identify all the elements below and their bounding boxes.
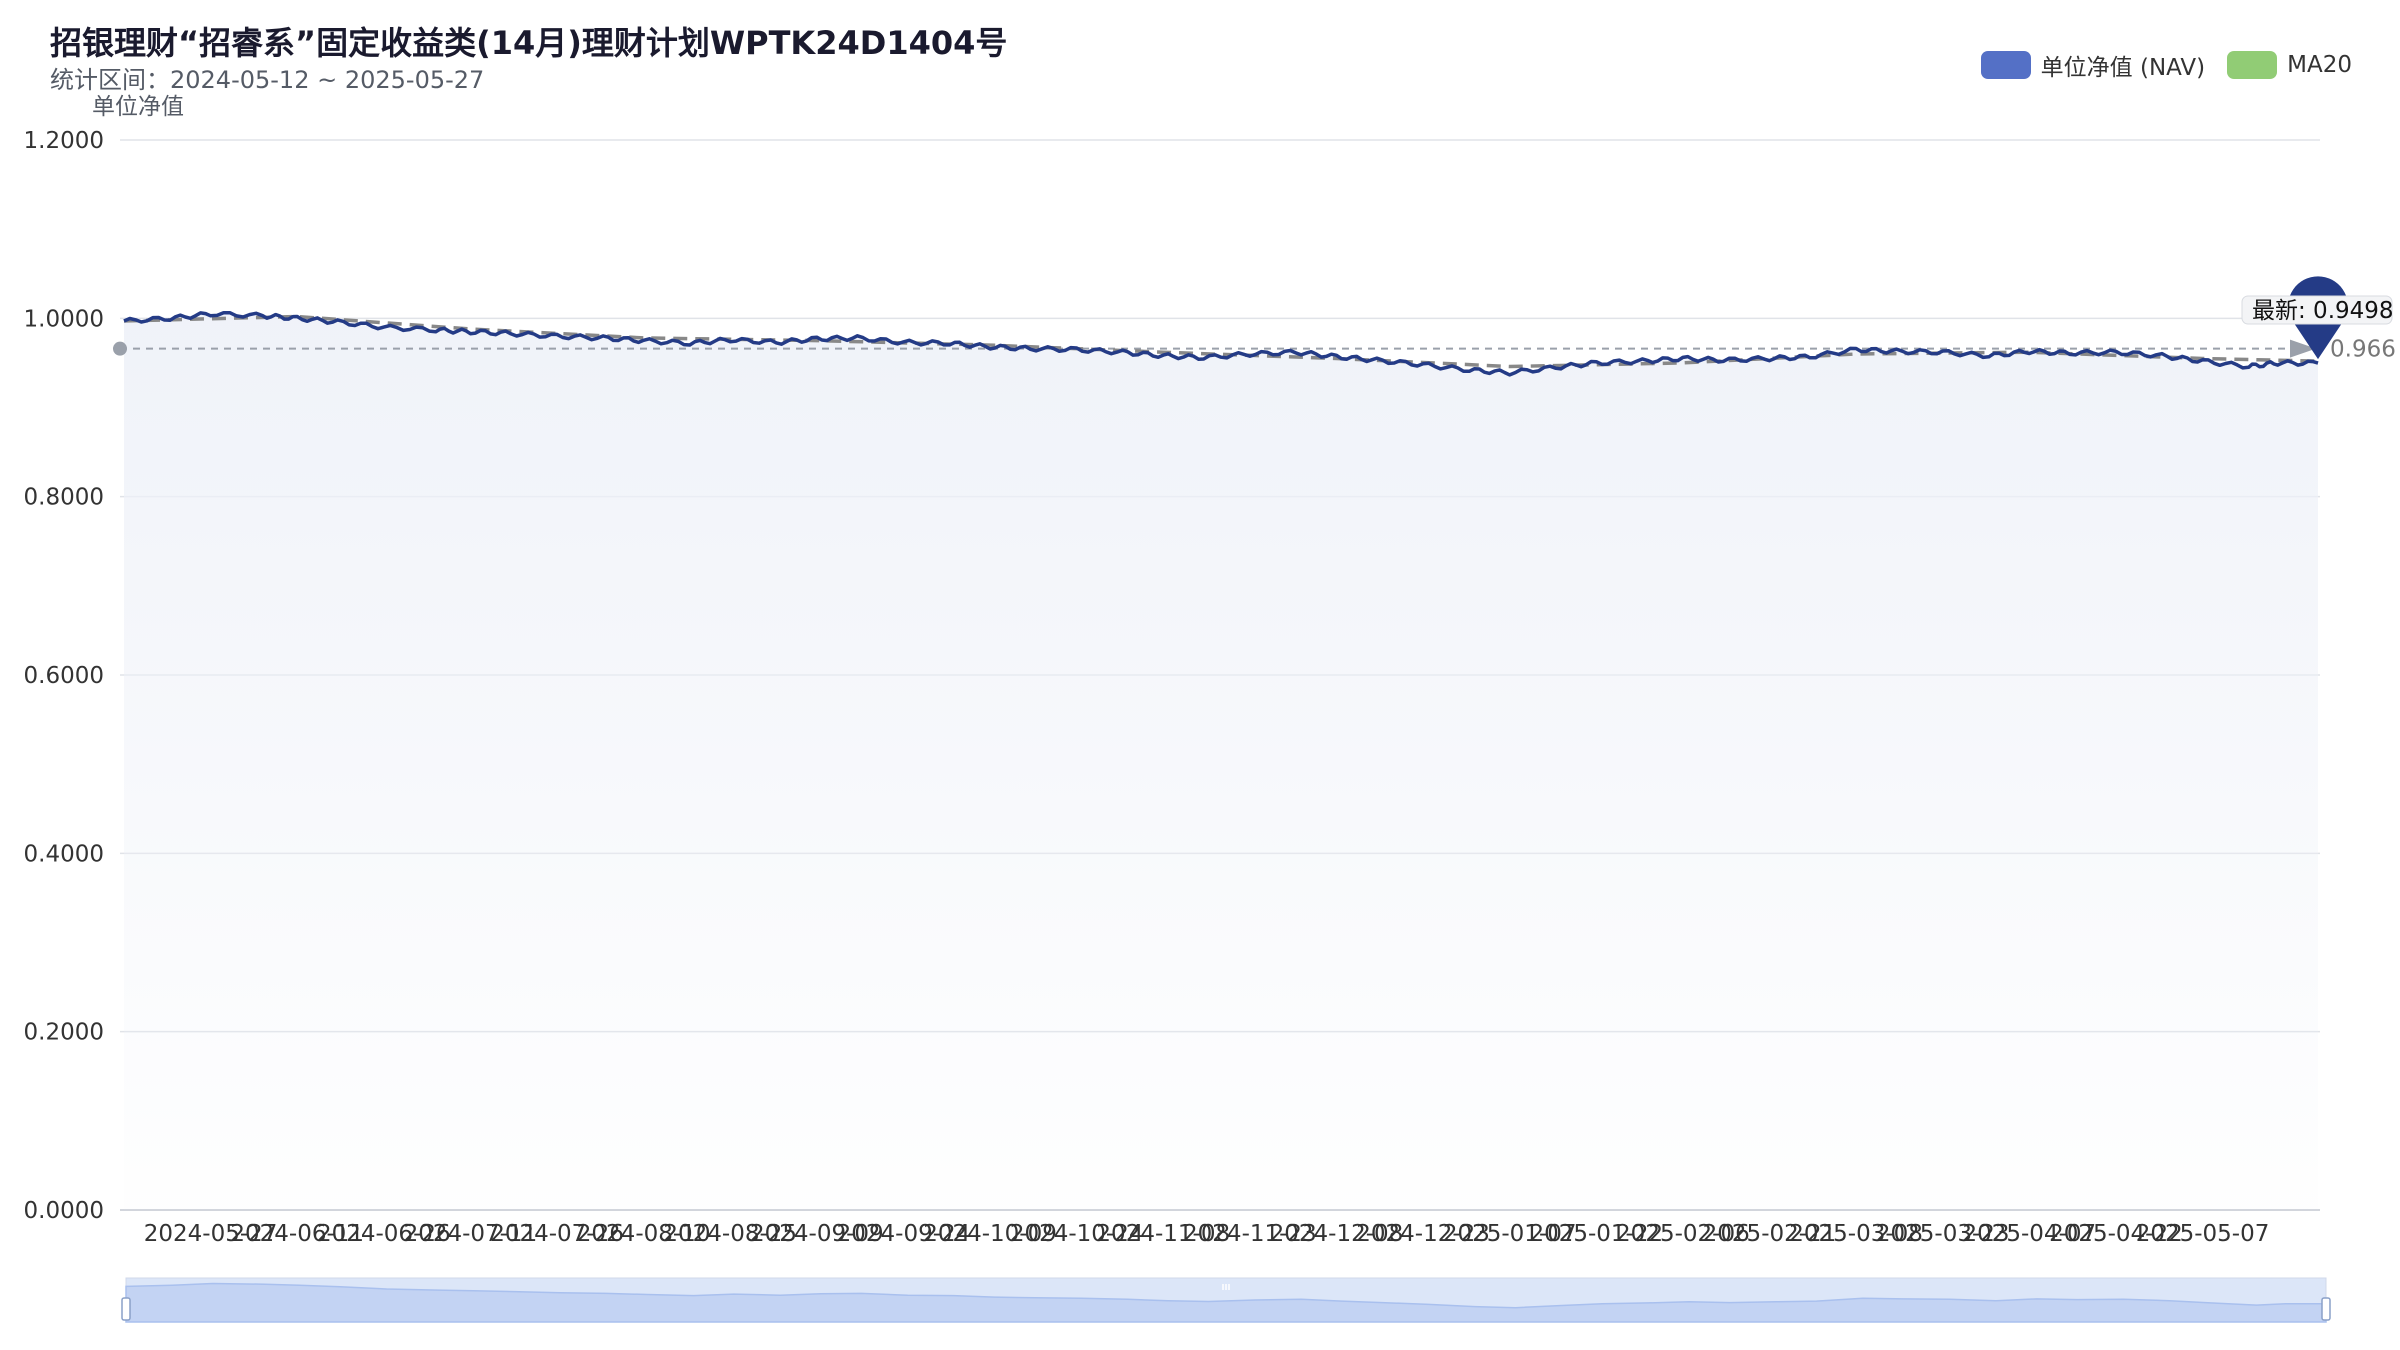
y-tick-label: 0.6000	[24, 663, 104, 689]
x-tick-label: 2024-10-24	[1010, 1221, 1144, 1247]
y-tick-label: 0.2000	[24, 1020, 104, 1046]
data-zoom-handle-right[interactable]	[2321, 1297, 2331, 1321]
x-tick-label: 2024-09-24	[837, 1221, 971, 1247]
nav-line	[123, 310, 2319, 377]
x-tick-label: 2024-08-25	[663, 1221, 797, 1247]
legend-swatch-ma20	[2227, 51, 2278, 79]
y-tick-label: 0.8000	[24, 485, 104, 511]
data-zoom-handle-left[interactable]	[121, 1297, 131, 1321]
x-tick-label: 2024-06-11	[230, 1221, 364, 1247]
x-axis-ticks: 2024-05-272024-06-112024-06-262024-07-11…	[144, 1221, 2270, 1247]
latest-value-label-bg	[2241, 295, 2393, 325]
x-tick-label: 2025-02-21	[1703, 1221, 1837, 1247]
legend: 单位净值 (NAV) MA20	[1971, 48, 2352, 82]
x-tick-label: 2024-06-26	[317, 1221, 451, 1247]
x-tick-label: 2024-10-09	[923, 1221, 1057, 1247]
x-tick-label: 2025-03-08	[1789, 1221, 1923, 1247]
nav-series	[123, 310, 2319, 377]
x-tick-label: 2025-02-06	[1616, 1221, 1750, 1247]
x-tick-label: 2024-05-27	[144, 1221, 278, 1247]
x-tick-label: 2024-07-26	[490, 1221, 624, 1247]
end-annotation-group: 最新: 0.9498	[2241, 276, 2394, 360]
x-tick-label: 2025-04-07	[1962, 1221, 2096, 1247]
latest-value-label: 最新: 0.9498	[2252, 298, 2394, 324]
x-tick-label: 2024-09-09	[750, 1221, 884, 1247]
data-zoom-slider[interactable]	[121, 1277, 2331, 1323]
legend-item-nav[interactable]: 单位净值 (NAV)	[1980, 48, 2206, 82]
x-tick-label: 2024-11-23	[1183, 1221, 1317, 1247]
nav-area-fill	[124, 313, 2318, 1210]
x-tick-label: 2024-11-08	[1096, 1221, 1230, 1247]
x-tick-label: 2024-08-10	[577, 1221, 711, 1247]
legend-swatch-nav	[1980, 51, 2031, 79]
nav-area	[124, 313, 2318, 1210]
reference-line-start-dot	[113, 341, 127, 356]
y-axis-name: 单位净值	[92, 94, 184, 120]
y-tick-label: 0.0000	[24, 1198, 104, 1224]
x-tick-label: 2025-05-07	[2136, 1221, 2270, 1247]
y-tick-label: 1.2000	[24, 128, 104, 154]
x-tick-label: 2025-03-23	[1876, 1221, 2010, 1247]
legend-label-nav: 单位净值 (NAV)	[2040, 55, 2206, 81]
y-tick-label: 0.4000	[24, 841, 104, 867]
x-tick-label: 2024-07-11	[404, 1221, 538, 1247]
x-tick-label: 2024-12-23	[1356, 1221, 1490, 1247]
y-tick-label: 1.0000	[24, 306, 104, 332]
chart-subtitle: 统计区间：2024-05-12 ~ 2025-05-27	[50, 66, 485, 94]
x-tick-label: 2024-12-08	[1270, 1221, 1404, 1247]
data-zoom-preview	[125, 1282, 2327, 1323]
reference-line-group: 0.966	[113, 337, 2396, 363]
x-tick-label: 2025-01-07	[1443, 1221, 1577, 1247]
legend-item-ma20[interactable]: MA20	[2227, 51, 2352, 79]
x-tick-label: 2025-04-22	[2049, 1221, 2183, 1247]
legend-label-ma20: MA20	[2287, 52, 2352, 78]
y-axis-ticks: 1.2000 1.0000 0.8000 0.6000 0.4000 0.2000 0.00…	[24, 128, 104, 1224]
reference-line-arrow	[2290, 339, 2316, 358]
chart-title: 招银理财“招睿系”固定收益类(14月)理财计划WPTK24D1404号	[50, 24, 1008, 62]
reference-line-label: 0.966	[2330, 337, 2396, 363]
x-tick-label: 2025-01-22	[1529, 1221, 1663, 1247]
